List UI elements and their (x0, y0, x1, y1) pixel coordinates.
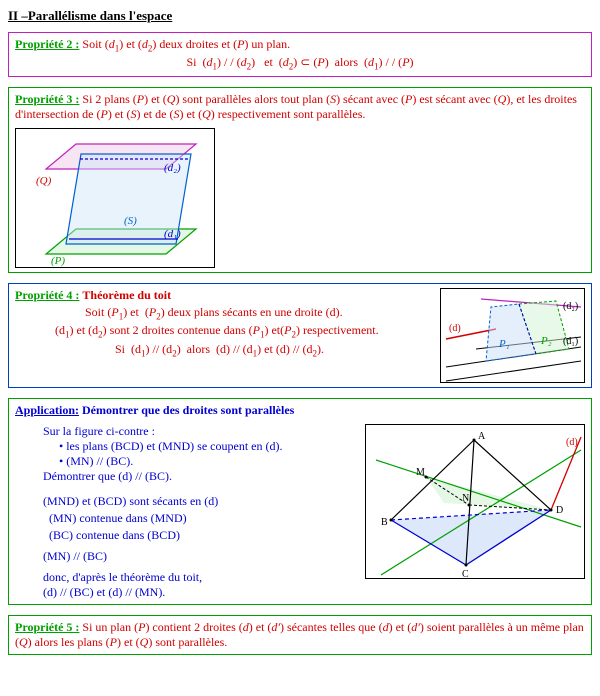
app-l8: (MN) // (BC) (43, 549, 357, 564)
lbl-Q: (Q) (36, 175, 52, 187)
lbl-A: A (478, 431, 486, 442)
prop4-box: Propriété 4 : Théorème du toit Soit (P1)… (8, 283, 592, 388)
prop2-label: Propriété 2 : (15, 37, 79, 51)
prop5-text: Si un plan (P) contient 2 droites (d) et… (15, 620, 584, 649)
prop4-title: Théorème du toit (82, 288, 171, 302)
app-title: Démontrer que des droites sont parallèle… (82, 403, 294, 417)
app-l2: • les plans (BCD) et (MND) se coupent en… (59, 439, 357, 454)
prop3-body: Si 2 plans (P) et (Q) sont parallèles al… (15, 92, 577, 121)
prop2-line2: Si (d1) / / (d2) et (d2) ⊂ (P) alors (d1… (15, 55, 585, 71)
lbl-P: (P) (51, 255, 65, 267)
lbl-P1: P₁ (498, 338, 510, 350)
prop2-box: Propriété 2 : Soit (d1) et (d2) deux dro… (8, 32, 592, 77)
lbl-d1: (d₁) (164, 228, 181, 240)
app-l9: donc, d'après le théorème du toit, (43, 570, 357, 585)
pt-A (473, 438, 476, 441)
t: ) deux droites et ( (152, 37, 237, 51)
lbl-d2: (d₂) (563, 301, 578, 312)
lbl-d2: (d₂) (164, 162, 181, 174)
lbl-M: M (416, 467, 425, 478)
lbl-D: D (556, 505, 563, 516)
prop2-line1: Propriété 2 : Soit (d1) et (d2) deux dro… (15, 37, 585, 53)
app-l10: (d) // (BC) et (d) // (MN). (43, 585, 357, 600)
lbl-d: (d) (449, 323, 461, 334)
app-l3: • (MN) // (BC). (59, 454, 357, 469)
prop4-text: Propriété 4 : Théorème du toit Soit (P1)… (15, 288, 432, 358)
app-label: Application: (15, 403, 79, 417)
lbl-B: B (381, 517, 388, 528)
app-header: Application: Démontrer que des droites s… (15, 403, 585, 418)
lbl-C: C (462, 569, 469, 579)
prop3-box: Propriété 3 : Si 2 plans (P) et (Q) sont… (8, 87, 592, 273)
prop4-figure: (d) (d₁) (d₂) P₁ P₂ (440, 288, 585, 383)
edge-AB (391, 440, 474, 520)
app-l4: Démontrer que (d) // (BC). (43, 469, 357, 484)
green-line-2 (381, 450, 581, 575)
prop4-l1: Soit (P1) et (P2) deux plans sécants en … (85, 305, 432, 321)
t: ) et ( (119, 37, 142, 51)
app-figure: A B C D M N (d) (365, 424, 585, 579)
prop2-text: Soit (d1) et (d2) deux droites et (P) un… (82, 37, 290, 51)
lbl-P2: P₂ (540, 335, 552, 347)
lbl-S: (S) (124, 215, 137, 227)
section-title: II –Parallélisme dans l'espace (8, 8, 592, 24)
lbl-N: N (462, 493, 469, 504)
application-box: Application: Démontrer que des droites s… (8, 398, 592, 605)
prop3-text: Propriété 3 : Si 2 plans (P) et (Q) sont… (15, 92, 585, 122)
app-l1: Sur la figure ci-contre : (43, 424, 357, 439)
lbl-d: (d) (566, 437, 578, 448)
app-text: Sur la figure ci-contre : • les plans (B… (15, 424, 357, 600)
app-l6: (MN) contenue dans (MND) (49, 511, 357, 526)
pt-D (550, 508, 553, 511)
pt-M (425, 475, 428, 478)
prop4-l3: Si (d1) // (d2) alors (d) // (d1) et (d)… (115, 342, 432, 358)
prop4-label: Propriété 4 : (15, 288, 79, 302)
prop3-label: Propriété 3 : (15, 92, 79, 106)
app-l5: (MND) et (BCD) sont sécants en (d) (43, 494, 357, 509)
prop4-l2: (d1) et (d2) sont 2 droites contenue dan… (55, 323, 432, 339)
pt-C (465, 563, 468, 566)
lbl-d1: (d₁) (563, 336, 578, 347)
prop5-label: Propriété 5 : (15, 620, 79, 634)
t: Soit ( (82, 37, 108, 51)
app-l7: (BC) contenue dans (BCD) (49, 528, 357, 543)
pt-B (390, 518, 393, 521)
t: ) un plan. (244, 37, 290, 51)
prop3-figure: (Q) (P) (S) (d₁) (d₂) (15, 128, 215, 268)
prop3-figure-wrap: (Q) (P) (S) (d₁) (d₂) (15, 128, 585, 268)
prop5-box: Propriété 5 : Si un plan (P) contient 2 … (8, 615, 592, 655)
